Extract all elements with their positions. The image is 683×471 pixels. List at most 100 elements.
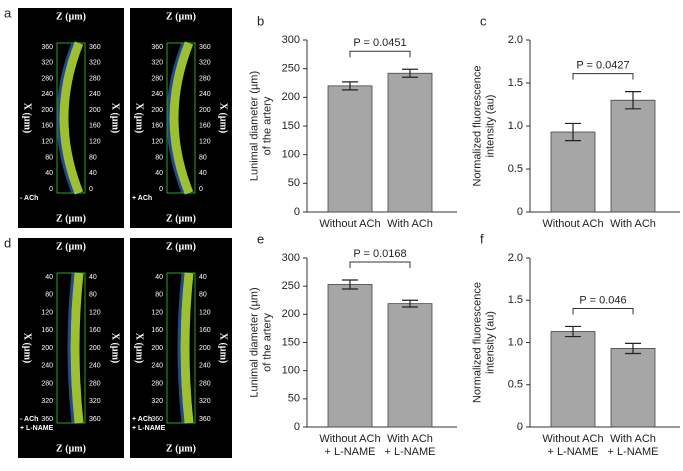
x-label-right: X (µm) xyxy=(218,333,229,363)
image-tick: 40 xyxy=(45,274,53,281)
artery-wall xyxy=(70,272,84,424)
y-tick-label: 200 xyxy=(282,308,300,320)
error-bar xyxy=(402,68,418,78)
x-label-right: X (µm) xyxy=(218,103,229,133)
image-tick: 120 xyxy=(199,309,211,316)
z-label-top: Z (µm) xyxy=(166,11,196,22)
x-tick-label: Without ACh xyxy=(319,433,380,445)
p-value: P = 0.0427 xyxy=(576,60,629,72)
image-tick: 120 xyxy=(199,139,211,146)
y-tick-label: 0.5 xyxy=(508,379,523,391)
image-tick: 80 xyxy=(155,292,163,299)
y-axis-label: Lunimal diameter (µm) xyxy=(248,71,260,181)
image-caption: - ACh xyxy=(20,416,38,423)
image-panel: Z (µm) Z (µm) X (µm) X (µm) 40 40 80 80 120 120 16… xyxy=(130,238,232,458)
y-tick-label: 1.5 xyxy=(508,77,523,89)
x-label-left: X (µm) xyxy=(134,333,145,363)
image-tick: 240 xyxy=(41,363,53,370)
image-tick: 320 xyxy=(199,60,211,67)
image-tick: 80 xyxy=(155,154,163,161)
artery-inner xyxy=(177,272,185,424)
bar xyxy=(387,72,433,213)
image-panel: Z (µm) Z (µm) X (µm) X (µm) 360 360 320 320 280 2… xyxy=(130,8,232,228)
error-bar xyxy=(342,81,358,91)
x-tick-label: With ACh xyxy=(610,218,656,230)
y-tick-label: 1.0 xyxy=(508,336,523,348)
image-tick: 200 xyxy=(199,107,211,114)
artery-wall xyxy=(59,41,84,195)
image-tick: 320 xyxy=(199,398,211,405)
image-tick: 160 xyxy=(41,123,53,130)
x-tick-label: With ACh xyxy=(387,218,433,230)
panel-letter: e xyxy=(257,231,264,246)
image-tick: 200 xyxy=(89,345,101,352)
image-tick: 40 xyxy=(89,274,97,281)
error-bar xyxy=(342,279,358,290)
image-tick: 80 xyxy=(199,154,207,161)
y-tick-label: 250 xyxy=(282,280,300,292)
image-tick: 280 xyxy=(199,75,211,82)
x-tick-label: With ACh xyxy=(610,433,656,445)
artery-wall xyxy=(180,272,194,424)
artery-inner xyxy=(56,42,75,194)
y-tick-label: 100 xyxy=(282,149,300,161)
image-tick: 160 xyxy=(41,327,53,334)
error-bar xyxy=(625,342,641,355)
y-tick-label: 0.5 xyxy=(508,163,523,175)
image-tick: 360 xyxy=(89,44,101,51)
image-tick: 160 xyxy=(151,123,163,130)
y-tick-label: 1.5 xyxy=(508,294,523,306)
p-value: P = 0.046 xyxy=(579,294,626,306)
image-tick: 80 xyxy=(199,292,207,299)
image-tick: 160 xyxy=(89,327,101,334)
image-frame xyxy=(166,272,196,424)
y-tick-label: 50 xyxy=(288,393,300,405)
image-tick: 40 xyxy=(155,170,163,177)
image-panel: Z (µm) Z (µm) X (µm) X (µm) 360 360 320 320 280 2… xyxy=(18,8,124,228)
y-tick-label: 250 xyxy=(282,63,300,75)
image-tick: 80 xyxy=(45,292,53,299)
x-label-left: X (µm) xyxy=(22,103,33,133)
y-tick-label: 150 xyxy=(282,120,300,132)
image-tick: 160 xyxy=(89,123,101,130)
image-tick: 360 xyxy=(89,416,101,423)
image-tick: 280 xyxy=(41,380,53,387)
z-label-top: Z (µm) xyxy=(56,241,86,252)
image-tick: 160 xyxy=(199,327,211,334)
significance-bracket xyxy=(349,50,411,58)
y-tick-label: 2.0 xyxy=(508,252,523,264)
image-tick: 120 xyxy=(41,309,53,316)
artery-wall xyxy=(169,41,194,195)
image-tick: 240 xyxy=(89,363,101,370)
bar xyxy=(327,85,373,213)
image-tick: 240 xyxy=(199,91,211,98)
significance-bracket xyxy=(572,73,634,80)
error-bar xyxy=(565,122,581,142)
z-label-top: Z (µm) xyxy=(166,241,196,252)
image-tick: 280 xyxy=(89,75,101,82)
image-caption: + ACh xyxy=(132,195,152,202)
image-tick: 200 xyxy=(151,345,163,352)
y-axis-label: of the artery xyxy=(261,96,273,155)
z-label-bottom: Z (µm) xyxy=(56,443,86,454)
x-tick-label: + L-NAME xyxy=(384,446,435,458)
image-tick: 80 xyxy=(89,292,97,299)
y-tick-label: 0 xyxy=(517,206,523,218)
image-tick: 360 xyxy=(151,44,163,51)
image-tick: 120 xyxy=(151,309,163,316)
image-tick: 280 xyxy=(151,380,163,387)
x-tick-label: + L-NAME xyxy=(607,446,658,458)
image-tick: 120 xyxy=(41,139,53,146)
image-tick: 320 xyxy=(89,398,101,405)
image-tick: 120 xyxy=(151,139,163,146)
y-axis-label: of the artery xyxy=(261,313,273,372)
panel-letter: b xyxy=(257,13,264,28)
z-label-bottom: Z (µm) xyxy=(166,213,196,224)
y-tick-label: 0 xyxy=(294,421,300,433)
image-tick: 200 xyxy=(89,107,101,114)
bar xyxy=(610,99,656,213)
y-tick-label: 0 xyxy=(517,421,523,433)
image-caption: + L-NAME xyxy=(20,425,54,432)
image-tick: 240 xyxy=(41,91,53,98)
image-tick: 280 xyxy=(41,75,53,82)
